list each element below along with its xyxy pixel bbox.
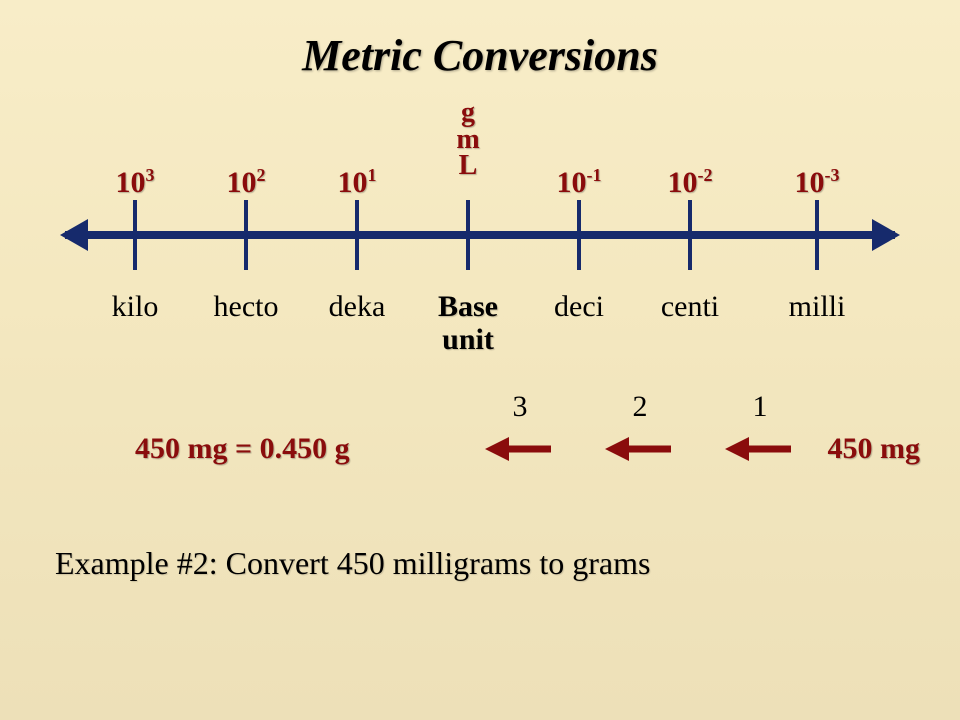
prefix-label: centi [661,290,719,323]
conversion-source: 450 mg [828,432,921,466]
left-arrow-icon [725,434,795,474]
prefix-label: kilo [112,290,159,323]
step-number: 3 [513,390,528,424]
step-number: 1 [753,390,768,424]
prefix-label: Base unit [438,290,498,356]
prefix-label: milli [789,290,846,323]
left-arrow-icon [485,434,555,474]
prefix-label: deci [554,290,604,323]
prefix-label: deka [329,290,386,323]
power-label: 102 [227,165,266,200]
number-line-diagram: 103kilo102hecto101dekag m LBase unit10-1… [60,195,900,345]
conversion-result: 450 mg = 0.450 g [135,432,350,466]
power-label: 10-1 [557,165,602,200]
power-label: 10-3 [795,165,840,200]
conversion-row: 450 mg = 0.450 g 450 mg 123 [0,420,960,480]
power-label: 103 [116,165,155,200]
example-text: Example #2: Convert 450 milligrams to gr… [55,545,650,582]
power-label: 101 [338,165,377,200]
power-label: 10-2 [668,165,713,200]
prefix-label: hecto [214,290,279,323]
base-unit-labels: g m L [456,100,479,180]
page-title: Metric Conversions [0,30,960,81]
left-arrow-icon [605,434,675,474]
step-number: 2 [633,390,648,424]
